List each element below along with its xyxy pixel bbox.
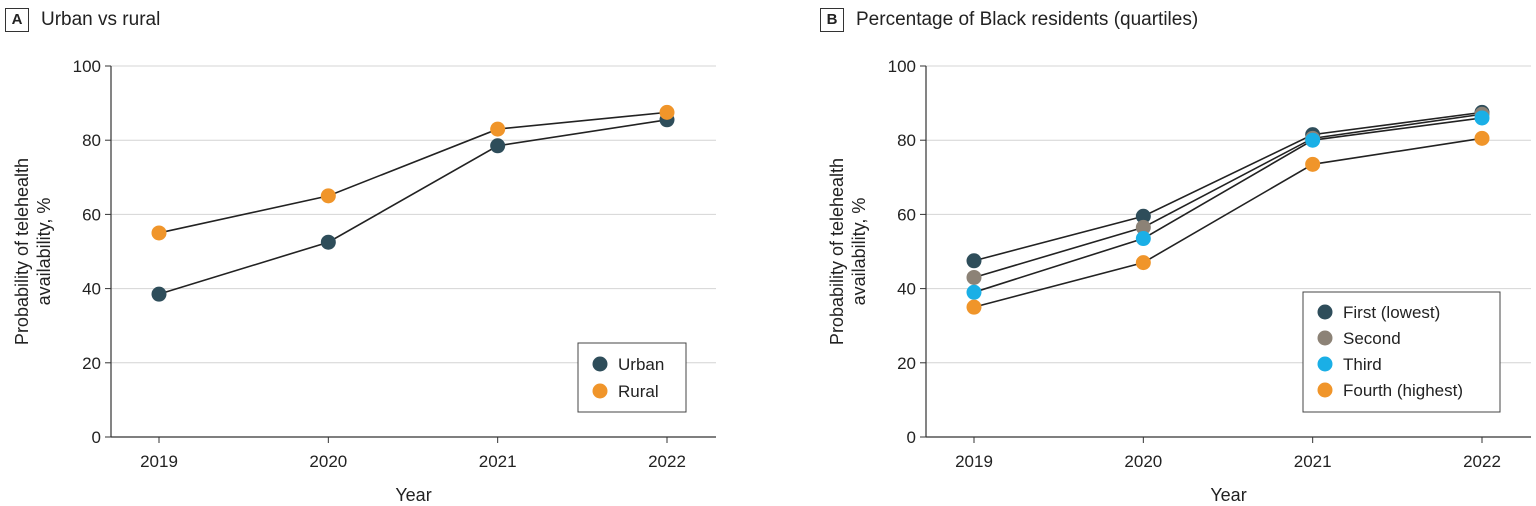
y-tick-label: 20 bbox=[82, 354, 101, 373]
x-tick-label: 2020 bbox=[309, 452, 347, 471]
data-point bbox=[320, 234, 336, 250]
legend-label: Third bbox=[1343, 355, 1382, 374]
data-point bbox=[1305, 156, 1321, 172]
y-tick-label: 60 bbox=[82, 205, 101, 224]
data-point bbox=[966, 284, 982, 300]
y-tick-label: 100 bbox=[888, 57, 916, 76]
legend-label: Fourth (highest) bbox=[1343, 381, 1463, 400]
y-axis-title: Probability of telehealth availability, % bbox=[12, 158, 54, 345]
legend-label: Second bbox=[1343, 329, 1401, 348]
panel-a: A Urban vs rural 0 20 40 60 80 100 2019 2020 202… bbox=[0, 0, 730, 506]
y-tick-label: 40 bbox=[897, 280, 916, 299]
series-line bbox=[973, 117, 1483, 294]
x-tick-label: 2019 bbox=[955, 452, 993, 471]
data-point bbox=[1135, 208, 1151, 224]
panel-b: B Percentage of Black residents (quartil… bbox=[815, 0, 1536, 506]
data-point bbox=[659, 104, 675, 120]
legend-marker bbox=[1317, 356, 1333, 372]
data-point bbox=[490, 138, 506, 154]
legend-marker bbox=[1317, 330, 1333, 346]
legend-label: Urban bbox=[618, 355, 664, 374]
panel-header: B Percentage of Black residents (quartil… bbox=[820, 8, 1198, 32]
panel-header: A Urban vs rural bbox=[5, 8, 160, 32]
data-point bbox=[320, 188, 336, 204]
y-tick-label: 20 bbox=[897, 354, 916, 373]
series-line bbox=[973, 137, 1483, 308]
legend-box bbox=[1302, 291, 1501, 413]
data-point bbox=[1135, 231, 1151, 247]
chart-black-residents-quartiles: 0 20 40 60 80 100 2019 2020 2021 2022 Year Probabil… bbox=[827, 57, 1531, 505]
y-axis-title: Probability of telehealth availability, % bbox=[827, 158, 869, 345]
x-axis-title: Year bbox=[395, 485, 431, 505]
x-tick-label: 2020 bbox=[1124, 452, 1162, 471]
legend-marker bbox=[592, 383, 608, 399]
legend-marker bbox=[1317, 304, 1333, 320]
y-axis-title-line: availability, % bbox=[849, 198, 869, 306]
data-point bbox=[1305, 132, 1321, 148]
y-axis-title-line: availability, % bbox=[34, 198, 54, 306]
y-tick-label: 80 bbox=[82, 131, 101, 150]
data-point bbox=[1135, 219, 1151, 235]
y-axis-title-line: Probability of telehealth bbox=[12, 158, 32, 345]
data-point bbox=[966, 253, 982, 269]
data-point bbox=[151, 286, 167, 302]
legend-box bbox=[577, 342, 687, 413]
legend-marker bbox=[592, 356, 608, 372]
data-point bbox=[490, 121, 506, 137]
x-tick-label: 2019 bbox=[140, 452, 178, 471]
legend-label: Rural bbox=[618, 382, 659, 401]
panel-title: Urban vs rural bbox=[41, 9, 161, 30]
series-line bbox=[973, 111, 1483, 262]
panel-letter: B bbox=[820, 8, 844, 32]
y-tick-label: 0 bbox=[907, 428, 916, 447]
data-point bbox=[1135, 255, 1151, 271]
series-line bbox=[973, 113, 1483, 279]
x-tick-label: 2022 bbox=[648, 452, 686, 471]
data-point bbox=[966, 269, 982, 285]
legend-label: First (lowest) bbox=[1343, 303, 1440, 322]
y-tick-label: 0 bbox=[92, 428, 101, 447]
chart-urban-vs-rural: 0 20 40 60 80 100 2019 2020 2021 2022 Year Probabil… bbox=[12, 57, 716, 505]
y-tick-label: 80 bbox=[897, 131, 916, 150]
x-axis-title: Year bbox=[1210, 485, 1246, 505]
data-point bbox=[966, 299, 982, 315]
x-tick-label: 2021 bbox=[1294, 452, 1332, 471]
panel-title: Percentage of Black residents (quartiles… bbox=[856, 9, 1199, 30]
series-line bbox=[158, 111, 668, 234]
data-point bbox=[1474, 110, 1490, 126]
x-tick-label: 2022 bbox=[1463, 452, 1501, 471]
y-tick-label: 40 bbox=[82, 280, 101, 299]
y-axis-title-line: Probability of telehealth bbox=[827, 158, 847, 345]
series-line bbox=[158, 119, 668, 295]
y-tick-label: 100 bbox=[73, 57, 101, 76]
panel-letter: A bbox=[5, 8, 29, 32]
data-point bbox=[151, 225, 167, 241]
x-tick-label: 2021 bbox=[479, 452, 517, 471]
data-point bbox=[1474, 130, 1490, 146]
y-tick-label: 60 bbox=[897, 205, 916, 224]
legend-marker bbox=[1317, 382, 1333, 398]
